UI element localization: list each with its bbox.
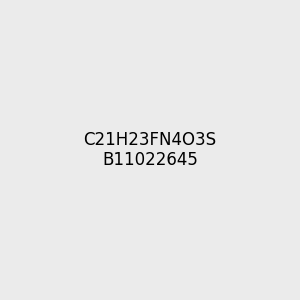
Text: C21H23FN4O3S
B11022645: C21H23FN4O3S B11022645 [83, 130, 217, 170]
